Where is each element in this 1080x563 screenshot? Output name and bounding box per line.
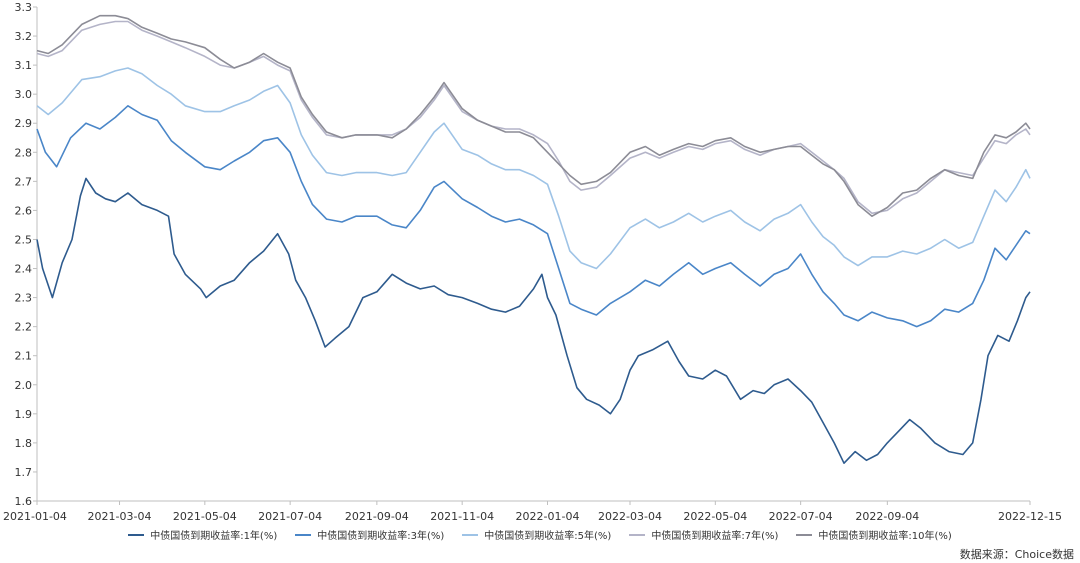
series-lines (36, 14, 1031, 464)
series-line-1 (36, 177, 1031, 464)
y-tick-label: 2.5 (15, 233, 33, 246)
legend-swatch (629, 533, 646, 536)
y-tick-label: 1.6 (15, 495, 33, 508)
legend-item: 中债国债到期收益率:10年(%) (796, 527, 952, 542)
y-tick-label: 1.7 (15, 466, 33, 479)
x-tick-label: 2021-11-04 (430, 510, 494, 523)
x-tick-label: 2021-03-04 (88, 510, 152, 523)
legend-swatch (796, 533, 813, 536)
y-tick-label: 2.8 (15, 146, 33, 159)
chart-legend: 中债国债到期收益率:1年(%) 中债国债到期收益率:3年(%) 中债国债到期收益率:… (0, 527, 1080, 542)
series-line-4 (36, 20, 1031, 215)
legend-item: 中债国债到期收益率:5年(%) (462, 527, 611, 542)
y-tick-label: 3.2 (15, 30, 33, 43)
y-tick-label: 2.6 (15, 204, 33, 217)
y-tick-label: 3.3 (15, 1, 33, 14)
legend-item: 中债国债到期收益率:7年(%) (629, 527, 778, 542)
x-tick-label: 2022-12-15 (998, 510, 1062, 523)
x-tick-label: 2021-05-04 (173, 510, 237, 523)
x-tick-label: 2021-01-04 (3, 510, 67, 523)
legend-swatch (295, 533, 312, 536)
x-tick-label: 2022-05-04 (683, 510, 747, 523)
y-tick-label: 3.1 (15, 59, 33, 72)
legend-item: 中债国债到期收益率:3年(%) (295, 527, 444, 542)
x-tick-label: 2021-09-04 (345, 510, 409, 523)
x-axis: 2021-01-04 2021-03-04 2021-05-04 2021-07-04… (3, 500, 1062, 523)
y-tick-label: 2.0 (15, 379, 33, 392)
x-tick-label: 2022-07-04 (769, 510, 833, 523)
legend-swatch (128, 533, 145, 536)
legend-item: 中债国债到期收益率:1年(%) (128, 527, 277, 542)
y-tick-label: 2.1 (15, 350, 33, 363)
x-tick-label: 2022-01-04 (516, 510, 580, 523)
x-tick-label: 2022-03-04 (598, 510, 662, 523)
x-tick-label: 2022-09-04 (855, 510, 919, 523)
series-line-3 (36, 67, 1031, 270)
legend-swatch (462, 533, 479, 536)
x-tick-label: 2021-07-04 (258, 510, 322, 523)
y-tick-label: 1.8 (15, 437, 33, 450)
legend-label: 中债国债到期收益率:7年(%) (651, 531, 779, 542)
series-line-5 (36, 14, 1031, 217)
y-tick-label: 2.2 (15, 321, 33, 334)
y-tick-label: 2.3 (15, 292, 33, 305)
series-line-2 (36, 105, 1031, 328)
y-tick-label: 1.9 (15, 408, 33, 421)
legend-label: 中债国债到期收益率:1年(%) (150, 531, 278, 542)
legend-label: 中债国债到期收益率:5年(%) (484, 531, 612, 542)
y-axis: 3.3 3.2 3.1 3.0 2.9 2.8 2.7 2.6 2.5 2.4 2.3 2.2 2.1 2… (15, 1, 38, 508)
y-tick-label: 2.4 (15, 263, 33, 276)
y-tick-label: 3.0 (15, 88, 33, 101)
legend-label: 中债国债到期收益率:10年(%) (818, 531, 952, 542)
y-tick-label: 2.7 (15, 175, 33, 188)
y-tick-label: 2.9 (15, 117, 33, 130)
legend-label: 中债国债到期收益率:3年(%) (317, 531, 445, 542)
data-source-note: 数据来源：Choice数据 (959, 548, 1074, 561)
